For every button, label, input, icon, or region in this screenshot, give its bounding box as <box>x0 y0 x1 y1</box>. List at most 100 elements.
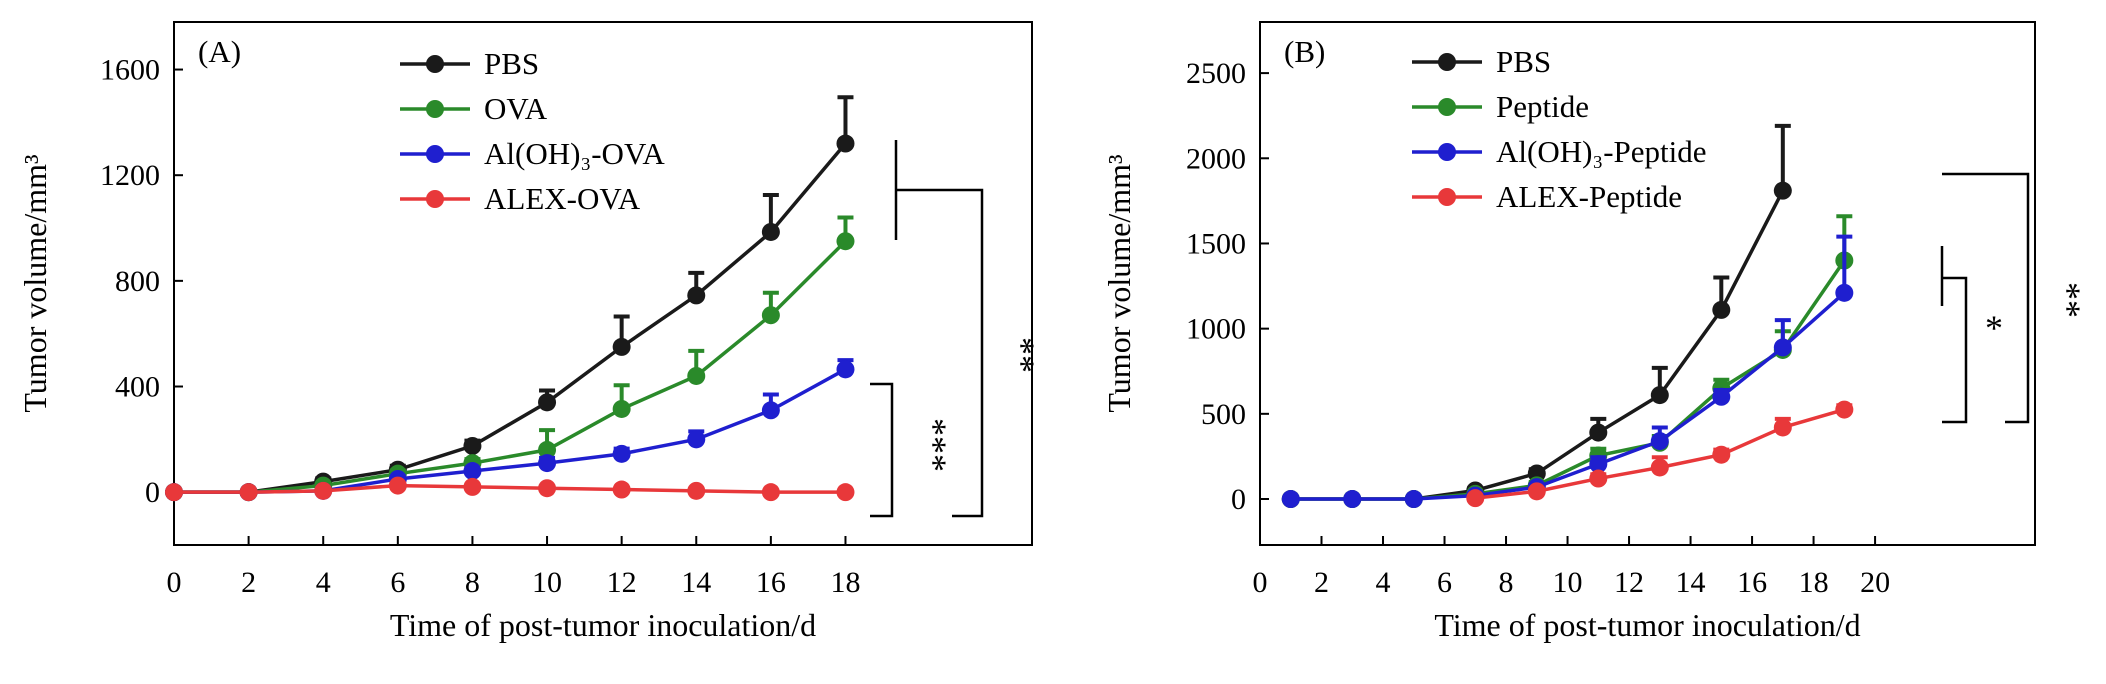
data-point <box>1773 338 1792 357</box>
significance-label: ** <box>2048 282 2088 318</box>
y-tick-label: 1500 <box>1186 227 1246 260</box>
data-point <box>314 481 333 500</box>
y-tick-label: 400 <box>115 371 160 404</box>
data-point <box>1589 469 1608 488</box>
y-axis-title: Tumor volume/mm³ <box>17 154 53 412</box>
x-tick-label: 2 <box>1314 566 1329 599</box>
significance-bracket <box>894 140 984 518</box>
series-line <box>174 239 847 494</box>
y-tick-label: 1000 <box>1186 313 1246 346</box>
data-point <box>836 483 855 502</box>
legend-label: Al(OH)₃-Peptide <box>1496 134 1707 169</box>
series-line <box>174 367 847 494</box>
data-point <box>1589 423 1608 442</box>
data-point <box>538 479 557 498</box>
data-point <box>761 401 780 420</box>
significance-label: ** <box>1002 337 1042 373</box>
series-1 <box>1281 214 1854 509</box>
panel-label: (B) <box>1284 34 1325 69</box>
data-point <box>1589 455 1608 474</box>
data-point <box>1712 445 1731 464</box>
data-point <box>1773 181 1792 200</box>
y-tick-label: 0 <box>145 476 160 509</box>
data-point <box>1404 490 1423 509</box>
legend-label: OVA <box>484 91 548 126</box>
data-point <box>836 360 855 379</box>
x-tick-label: 0 <box>167 566 182 599</box>
data-point <box>463 462 482 481</box>
x-tick-label: 12 <box>607 566 637 599</box>
data-point <box>1343 490 1362 509</box>
y-tick-label: 800 <box>115 265 160 298</box>
legend-label: ALEX-Peptide <box>1496 179 1682 214</box>
legend-marker <box>426 145 444 163</box>
legend-marker <box>426 100 444 118</box>
series-line <box>174 142 847 494</box>
data-point <box>463 477 482 496</box>
legend-marker <box>1438 188 1456 206</box>
legend-marker <box>1438 98 1456 116</box>
y-tick-label: 1200 <box>100 159 160 192</box>
data-point <box>1650 386 1669 405</box>
data-point <box>687 366 706 385</box>
significance-label: *** <box>914 418 954 472</box>
x-axis-title: Time of post-tumor inoculation/d <box>390 607 816 643</box>
data-point <box>239 483 258 502</box>
data-point <box>538 454 557 473</box>
y-tick-label: 2000 <box>1186 142 1246 175</box>
data-point <box>836 232 855 251</box>
data-point <box>1712 387 1731 406</box>
x-tick-label: 18 <box>830 566 860 599</box>
data-point <box>1773 418 1792 437</box>
legend-label: PBS <box>484 46 539 81</box>
data-point <box>1712 300 1731 319</box>
x-axis-title: Time of post-tumor inoculation/d <box>1434 607 1860 643</box>
series-0 <box>165 95 855 502</box>
x-tick-label: 8 <box>465 566 480 599</box>
series-line <box>174 483 846 494</box>
x-tick-label: 18 <box>1799 566 1829 599</box>
series-0 <box>1281 123 1792 509</box>
x-tick-label: 8 <box>1499 566 1514 599</box>
panel-label: (A) <box>198 34 241 69</box>
plot-frame <box>1259 21 2036 546</box>
data-point <box>1835 400 1854 419</box>
plot-frame <box>173 21 1033 546</box>
y-axis-title: Tumor volume/mm³ <box>1101 154 1137 412</box>
data-point <box>463 436 482 455</box>
x-tick-label: 16 <box>756 566 786 599</box>
data-point <box>687 286 706 305</box>
data-point <box>687 481 706 500</box>
legend-label: ALEX-OVA <box>484 181 641 216</box>
data-point <box>761 306 780 325</box>
panel-a: 0 2 4 6 8 10 12 14 16 18 0 400 800 1200 1600 Time of po… <box>17 21 1042 643</box>
x-tick-label: 10 <box>532 566 562 599</box>
series-line <box>1290 259 1846 501</box>
x-tick-label: 4 <box>316 566 331 599</box>
significance-bracket <box>870 382 894 518</box>
data-point <box>761 483 780 502</box>
significance-bracket <box>1942 172 2030 424</box>
series-1 <box>165 215 855 502</box>
significance-bracket <box>1940 246 1968 424</box>
data-point <box>1650 458 1669 477</box>
data-point <box>612 444 631 463</box>
x-tick-label: 0 <box>1253 566 1268 599</box>
legend-marker <box>426 55 444 73</box>
data-point <box>687 430 706 449</box>
data-point <box>388 476 407 495</box>
data-point <box>538 393 557 412</box>
x-tick-label: 6 <box>390 566 405 599</box>
legend-marker <box>426 190 444 208</box>
data-point <box>1281 490 1300 509</box>
data-point <box>612 337 631 356</box>
legend-label: PBS <box>1496 44 1551 79</box>
x-tick-label: 14 <box>1676 566 1706 599</box>
data-point <box>612 399 631 418</box>
data-point <box>836 134 855 153</box>
legend-label: Al(OH)₃-OVA <box>484 136 665 171</box>
series-2 <box>165 358 855 502</box>
x-tick-label: 14 <box>681 566 711 599</box>
x-tick-label: 10 <box>1553 566 1583 599</box>
y-tick-label: 500 <box>1201 398 1246 431</box>
